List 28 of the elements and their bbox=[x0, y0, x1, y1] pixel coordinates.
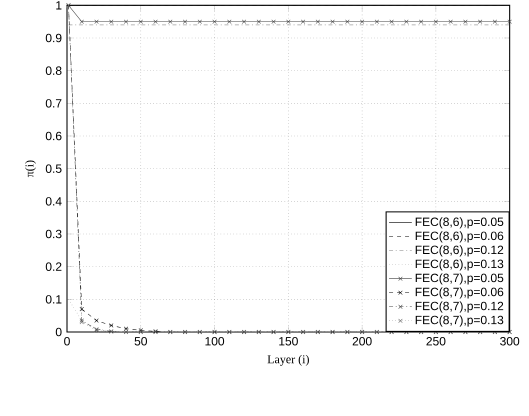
legend-label: FEC(8,6),p=0.05 bbox=[416, 217, 504, 228]
x-tick-label: 150 bbox=[279, 336, 298, 346]
y-tick-label: 1 bbox=[56, 1, 62, 10]
x-tick-label: 200 bbox=[352, 336, 372, 346]
legend-label: FEC(8,6),p=0.12 bbox=[416, 245, 504, 256]
y-tick-label: 0.3 bbox=[46, 230, 62, 238]
x-tick-label: 100 bbox=[205, 336, 224, 346]
y-tick-label: 0.5 bbox=[46, 164, 62, 173]
y-tick-label: 0.8 bbox=[46, 66, 62, 75]
y-axis-title: π(i) bbox=[25, 160, 36, 178]
y-tick-label: 0.7 bbox=[46, 99, 62, 108]
x-tick-label: 300 bbox=[500, 336, 520, 346]
legend-label: FEC(8,7),p=0.13 bbox=[416, 315, 504, 327]
y-tick-label: 0.6 bbox=[46, 132, 62, 140]
y-tick-label: 0.9 bbox=[46, 34, 62, 42]
legend-label: FEC(8,6),p=0.13 bbox=[416, 259, 504, 270]
legend-label: FEC(8,7),p=0.06 bbox=[416, 287, 504, 299]
x-tick-label: 50 bbox=[134, 336, 147, 346]
x-tick-label: 0 bbox=[64, 336, 70, 346]
x-axis-title: Layer (i) bbox=[268, 354, 309, 366]
legend-label: FEC(8,7),p=0.05 bbox=[416, 273, 504, 285]
legend-label: FEC(8,7),p=0.12 bbox=[416, 301, 504, 313]
y-tick-label: 0.2 bbox=[46, 262, 62, 271]
y-tick-label: 0 bbox=[56, 328, 62, 336]
legend-label: FEC(8,6),p=0.06 bbox=[416, 231, 504, 242]
y-tick-label: 0.1 bbox=[46, 295, 62, 304]
x-tick-label: 250 bbox=[426, 336, 446, 346]
y-tick-label: 0.4 bbox=[46, 197, 62, 206]
